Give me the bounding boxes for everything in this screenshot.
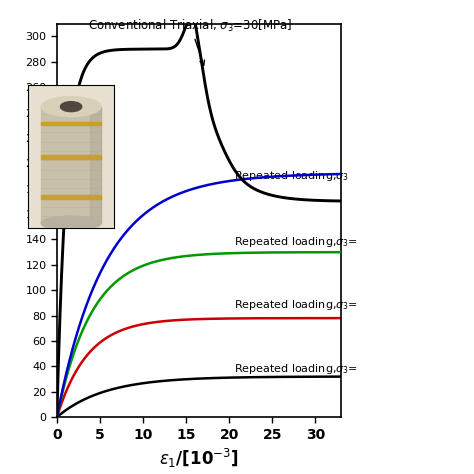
Bar: [41, 155, 101, 159]
Text: Repeated loading,$\sigma_3$: Repeated loading,$\sigma_3$: [234, 169, 348, 183]
Bar: [41, 121, 101, 125]
Ellipse shape: [41, 97, 101, 117]
Bar: [90, 107, 101, 223]
X-axis label: $\varepsilon_1$/[10$^{-3}$]: $\varepsilon_1$/[10$^{-3}$]: [159, 447, 239, 470]
Text: Repeated loading,$\sigma_3$=: Repeated loading,$\sigma_3$=: [234, 362, 357, 376]
Text: Conventional Triaxial, $\sigma_3$=30[MPa]: Conventional Triaxial, $\sigma_3$=30[MPa…: [88, 18, 292, 65]
Text: Repeated loading,$\sigma_3$=: Repeated loading,$\sigma_3$=: [234, 235, 357, 249]
Text: Repeated loading,$\sigma_3$=: Repeated loading,$\sigma_3$=: [234, 299, 357, 312]
Ellipse shape: [60, 102, 82, 111]
Bar: [41, 107, 101, 223]
Ellipse shape: [41, 216, 101, 230]
Bar: [41, 195, 101, 199]
